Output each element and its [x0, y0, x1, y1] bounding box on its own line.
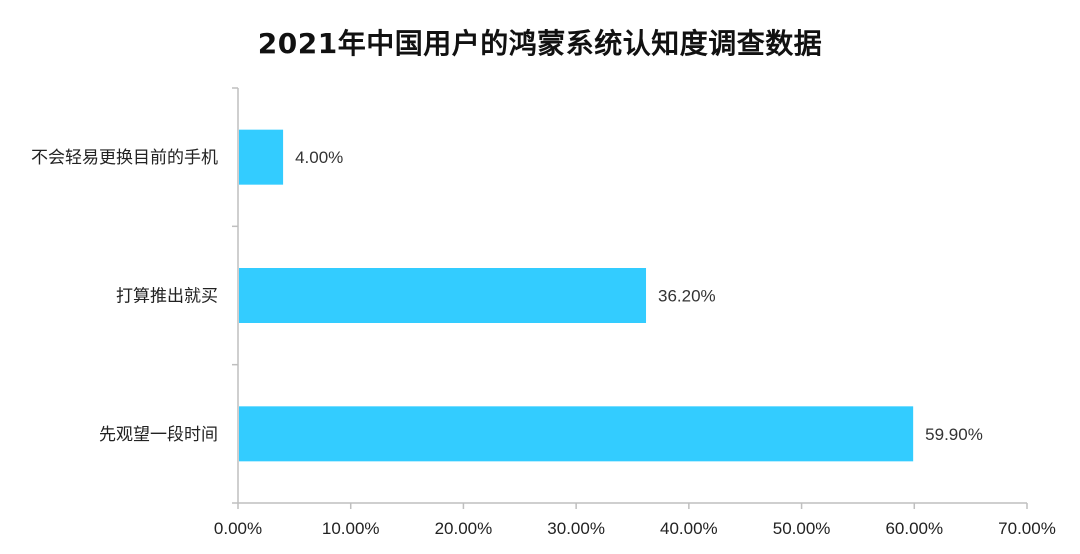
x-tick-label: 40.00%	[660, 519, 718, 538]
labels: 0.00% 10.00% 20.00% 30.00% 40.00% 50.00% 60.00…	[31, 148, 1056, 538]
x-tick-label: 60.00%	[885, 519, 943, 538]
category-label: 打算推出就买	[116, 287, 218, 307]
bar	[239, 406, 914, 462]
bar	[239, 129, 284, 185]
value-label: 4.00%	[295, 148, 343, 167]
x-tick-label: 20.00%	[435, 519, 493, 538]
value-label: 59.90%	[925, 425, 983, 444]
axes	[232, 87, 1028, 509]
category-label: 不会轻易更换目前的手机	[31, 148, 218, 168]
x-tick-label: 50.00%	[773, 519, 831, 538]
bar	[239, 268, 647, 323]
x-tick-label: 10.00%	[322, 519, 380, 538]
category-label: 先观望一段时间	[99, 425, 218, 445]
x-tick-label: 30.00%	[547, 519, 605, 538]
value-label: 36.20%	[658, 287, 716, 306]
x-tick-label: 70.00%	[998, 519, 1056, 538]
x-tick-label: 0.00%	[214, 519, 262, 538]
chart-title: 2021年中国用户的鸿蒙系统认知度调查数据	[257, 27, 823, 60]
bars	[239, 129, 914, 462]
